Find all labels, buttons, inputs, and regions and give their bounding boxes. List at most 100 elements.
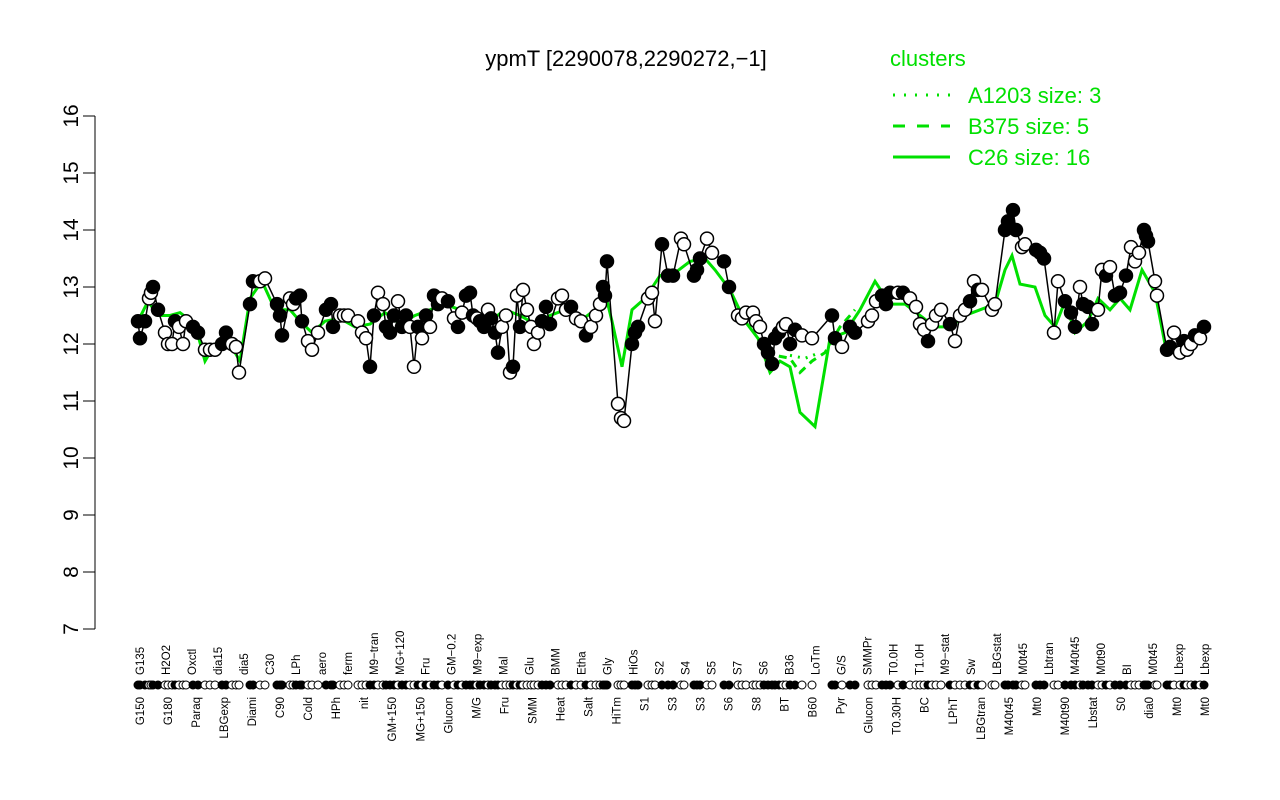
x-tick-label: C30 bbox=[265, 654, 277, 675]
legend-entry-a1203: A1203 size: 3 bbox=[968, 83, 1101, 108]
x-tick-label: aero bbox=[317, 652, 329, 675]
x-tick-label: S6 bbox=[758, 661, 770, 675]
data-point bbox=[1102, 259, 1118, 275]
x-tick-label: S3 bbox=[668, 697, 680, 711]
legend-entry-c26: C26 size: 16 bbox=[968, 145, 1090, 170]
data-point bbox=[1140, 234, 1156, 249]
x-tick-label: Mal bbox=[499, 656, 511, 675]
data-point bbox=[1112, 285, 1128, 300]
data-point bbox=[304, 342, 320, 357]
data-point bbox=[450, 319, 466, 335]
data-point bbox=[834, 339, 850, 355]
x-tick-label: B60 bbox=[808, 697, 820, 717]
data-points bbox=[130, 202, 1212, 429]
data-point bbox=[323, 296, 339, 312]
x-tick-label: BT bbox=[780, 697, 792, 712]
data-point bbox=[824, 308, 840, 323]
x-tick-label: BC bbox=[920, 697, 932, 713]
x-tick-label: M0t45 bbox=[1018, 643, 1030, 675]
x-tick-label: LBGstat bbox=[992, 633, 1004, 675]
x-tick-label: B36 bbox=[784, 655, 796, 675]
x-tick-label: M9−stat bbox=[940, 633, 952, 675]
data-point bbox=[610, 396, 626, 412]
data-point bbox=[599, 254, 615, 269]
x-tick-label: Lbstat bbox=[1088, 696, 1100, 728]
data-point bbox=[325, 319, 341, 335]
x-tick-label: Mt0 bbox=[1032, 697, 1044, 716]
data-point bbox=[1005, 202, 1021, 218]
data-point bbox=[933, 302, 949, 318]
y-tick-label: 14 bbox=[60, 218, 83, 242]
x-tick-label: BMM bbox=[551, 648, 563, 675]
data-point bbox=[292, 288, 308, 303]
data-point bbox=[974, 282, 990, 298]
x-tick-label: LoTm bbox=[810, 646, 822, 675]
data-point bbox=[962, 294, 978, 309]
x-tick-label: G180 bbox=[163, 697, 175, 725]
y-tick-label: 7 bbox=[60, 623, 83, 635]
y-tick-label: 16 bbox=[60, 104, 83, 127]
data-point bbox=[145, 279, 161, 295]
data-point bbox=[272, 308, 288, 323]
data-point bbox=[1008, 222, 1024, 238]
y-tick-label: 10 bbox=[60, 446, 83, 469]
x-tick-label: nit bbox=[359, 696, 371, 709]
x-tick-label: Fru bbox=[421, 658, 433, 675]
x-tick-label: C90 bbox=[275, 697, 287, 718]
x-tick-label: Sw bbox=[966, 658, 978, 675]
x-tick-label: Lbexp bbox=[1200, 644, 1212, 675]
data-point bbox=[920, 333, 936, 349]
data-point bbox=[382, 325, 398, 340]
data-point bbox=[358, 331, 374, 346]
data-point bbox=[699, 231, 715, 246]
x-tick-label: dia15 bbox=[213, 647, 225, 675]
data-point bbox=[704, 245, 720, 261]
data-point bbox=[1072, 279, 1088, 295]
data-point bbox=[1067, 319, 1083, 335]
x-tick-label: S7 bbox=[732, 661, 744, 675]
data-point bbox=[515, 282, 531, 298]
data-point bbox=[505, 359, 521, 375]
x-tick-label: HiOs bbox=[629, 649, 641, 675]
data-point bbox=[519, 302, 535, 318]
x-tick-label: MG+150 bbox=[415, 697, 427, 741]
data-point bbox=[782, 336, 798, 352]
x-tick-label: T0.30H bbox=[892, 697, 904, 735]
x-tick-label: Mt0 bbox=[1200, 697, 1212, 716]
x-tick-label: SMM bbox=[527, 697, 539, 724]
x-tick-label: S2 bbox=[655, 661, 667, 675]
data-point bbox=[375, 296, 391, 312]
chart-title: ypmT [2290078,2290272,−1] bbox=[485, 46, 767, 71]
x-tick-label: Mt0 bbox=[1172, 697, 1184, 716]
x-tick-label: Heat bbox=[555, 696, 567, 721]
y-tick-label: 8 bbox=[60, 566, 83, 578]
data-point bbox=[630, 319, 646, 335]
x-tick-label: S8 bbox=[752, 697, 764, 711]
x-tick-label: S5 bbox=[707, 661, 719, 675]
x-tick-label: M40t45 bbox=[1004, 697, 1016, 735]
x-tick-label: Glu bbox=[525, 657, 537, 675]
data-point bbox=[231, 365, 247, 380]
data-point bbox=[1036, 251, 1052, 266]
x-tick-label: Glucon bbox=[864, 697, 876, 733]
x-tick-label: dia0 bbox=[1144, 697, 1156, 719]
x-tick-label: G/S bbox=[836, 655, 848, 675]
x-tick-label: Glucon bbox=[443, 697, 455, 733]
x-tick-label: Paraq bbox=[191, 697, 203, 728]
data-point bbox=[483, 311, 499, 326]
x-tick-label: Salt bbox=[583, 696, 595, 717]
x-tick-label: M0t90 bbox=[1096, 643, 1108, 675]
x-tick-label: M9−tran bbox=[369, 632, 381, 675]
data-point bbox=[242, 296, 258, 312]
data-point bbox=[440, 294, 456, 309]
data-point bbox=[1063, 305, 1079, 320]
data-point bbox=[490, 345, 506, 360]
x-tick-label: T1.0H bbox=[914, 644, 926, 675]
data-point bbox=[764, 356, 780, 372]
x-tick-label: dia5 bbox=[239, 653, 251, 675]
data-point bbox=[1166, 325, 1182, 340]
x-tick-label: H2O2 bbox=[161, 645, 173, 675]
x-tick-label: Fru bbox=[499, 697, 511, 714]
x-tick-label: M40t90 bbox=[1060, 697, 1072, 735]
x-tick-label: MG+120 bbox=[395, 631, 407, 675]
